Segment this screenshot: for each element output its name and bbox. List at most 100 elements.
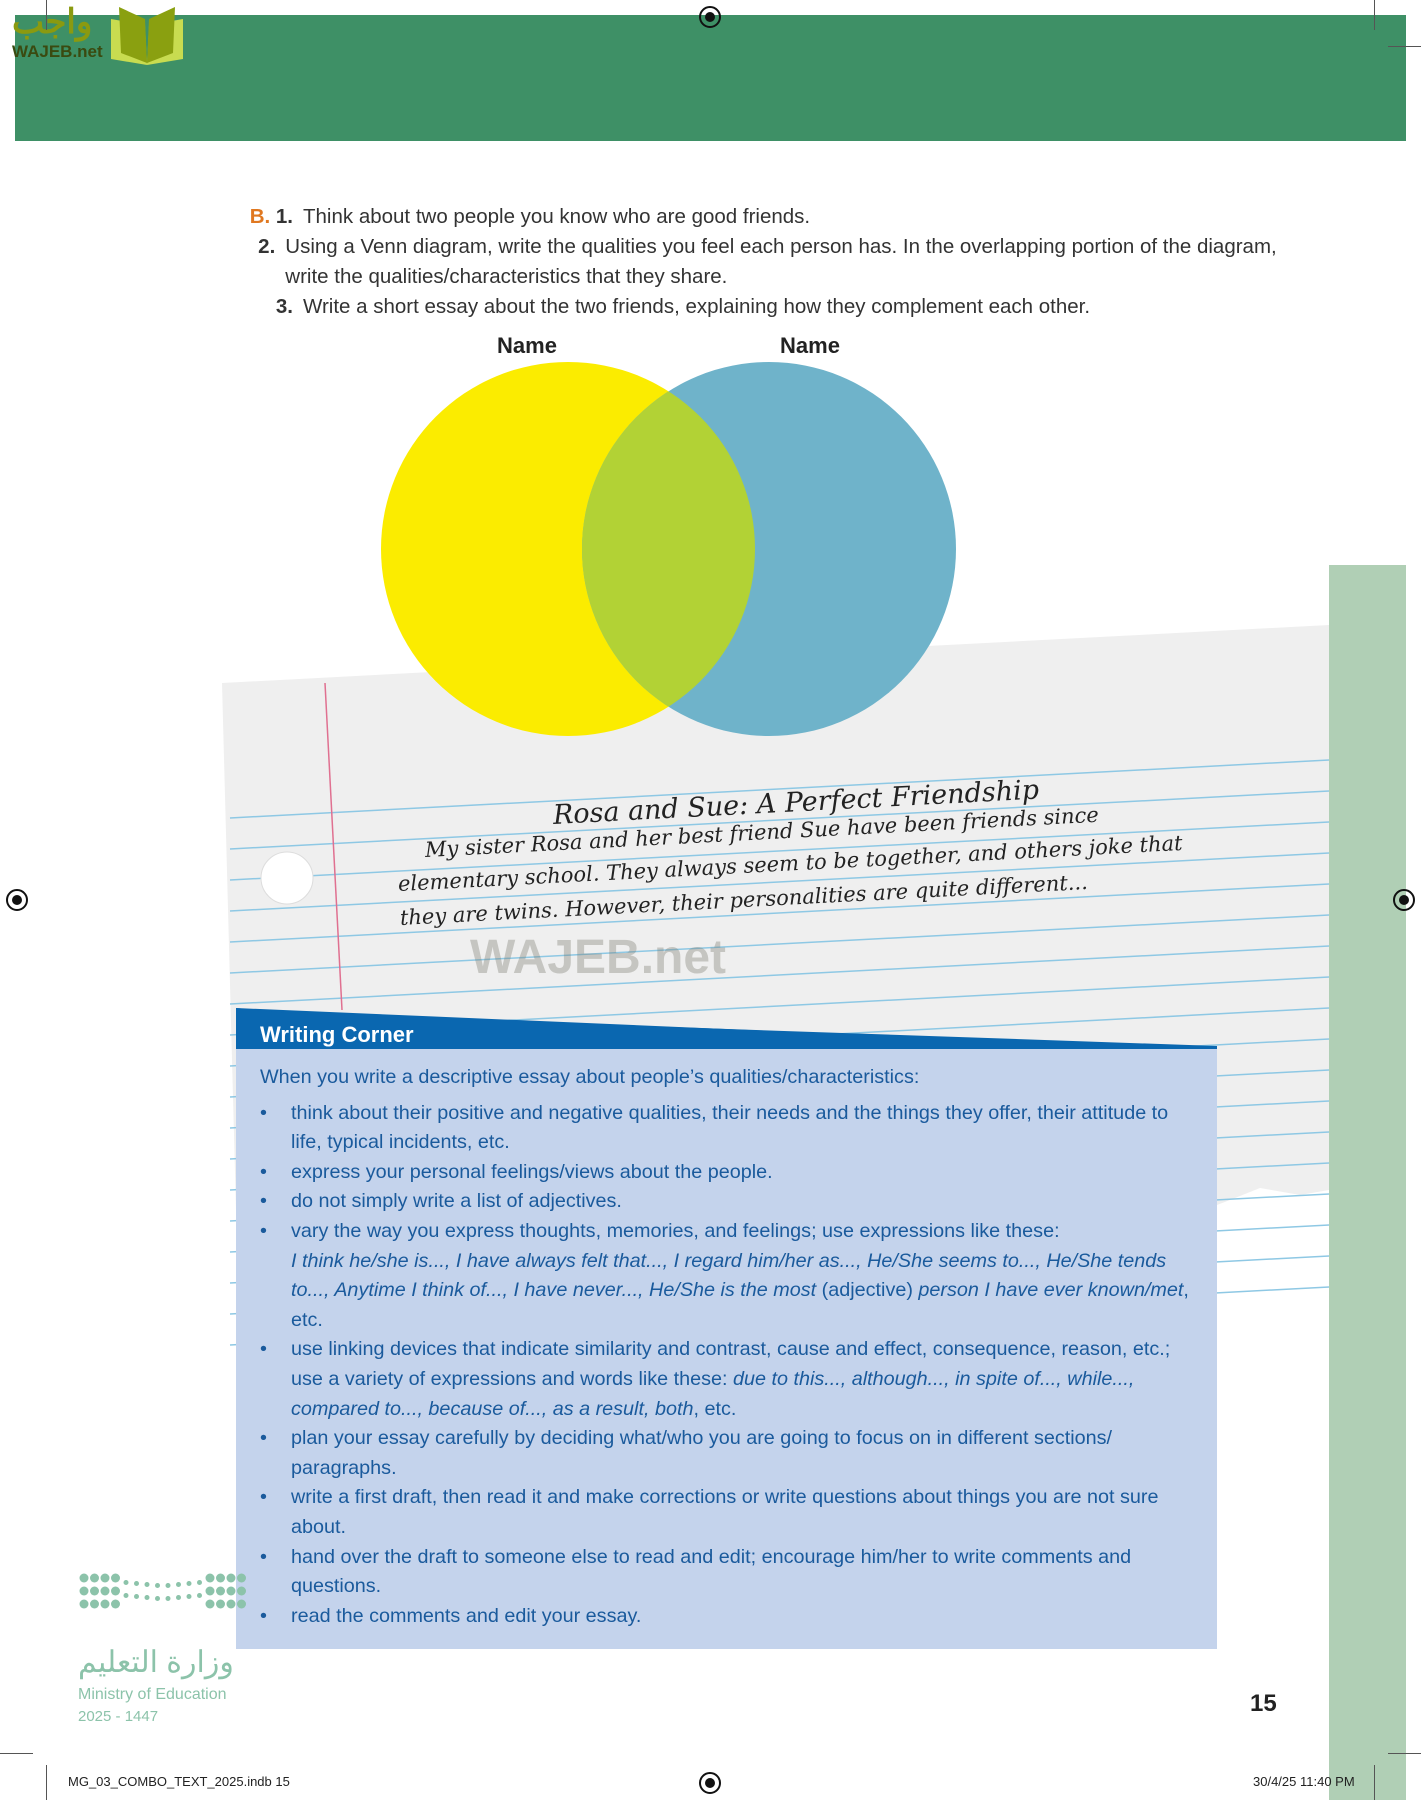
logo-dot bbox=[176, 1595, 181, 1600]
ministry-logo-icon bbox=[79, 1573, 246, 1609]
list-item: do not simply write a list of adjectives… bbox=[260, 1187, 1190, 1217]
crop-mark bbox=[1388, 1753, 1421, 1754]
list-item: read the comments and edit your essay. bbox=[260, 1602, 1190, 1632]
book-logo-icon bbox=[111, 7, 183, 65]
ministry-year: 2025 - 1447 bbox=[78, 1708, 159, 1725]
logo-dot bbox=[90, 1586, 99, 1596]
list-item: plan your essay carefully by deciding wh… bbox=[260, 1424, 1190, 1483]
list-item: vary the way you express thoughts, memor… bbox=[260, 1217, 1190, 1335]
logo-dot bbox=[123, 1593, 129, 1598]
expressions: I think he/she is..., I have always felt… bbox=[291, 1249, 1167, 1302]
list-item: think about their positive and negative … bbox=[260, 1099, 1190, 1158]
venn-left-label: Name bbox=[497, 333, 557, 358]
instructions: B. 1. Think about two people you know who… bbox=[235, 202, 1285, 322]
item-number: 3. bbox=[275, 295, 293, 318]
wajeb-logo-arabic: واجب bbox=[12, 3, 93, 41]
section-label: B. bbox=[249, 205, 271, 228]
list-item: write a first draft, then read it and ma… bbox=[260, 1483, 1190, 1542]
wajeb-logo-text: WAJEB.net bbox=[12, 42, 103, 61]
footer-date: 30/4/25 11:40 PM bbox=[1253, 1774, 1355, 1789]
logo-dot bbox=[237, 1573, 246, 1583]
list-item: hand over the draft to someone else to r… bbox=[260, 1543, 1190, 1602]
logo-dot bbox=[205, 1599, 215, 1609]
expressions-note: (adjective) bbox=[821, 1279, 913, 1302]
registration-mark-icon bbox=[6, 889, 28, 911]
list-item: express your personal feelings/views abo… bbox=[260, 1158, 1190, 1188]
ruled-line bbox=[229, 914, 1330, 974]
ruled-line bbox=[229, 821, 1330, 881]
logo-dot bbox=[111, 1599, 120, 1609]
logo-dot bbox=[134, 1581, 139, 1586]
logo-dot bbox=[100, 1586, 110, 1596]
logo-dot bbox=[205, 1573, 215, 1583]
writing-corner-title: Writing Corner bbox=[260, 1022, 414, 1047]
logo-dot bbox=[226, 1599, 236, 1609]
writing-corner-intro: When you write a descriptive essay about… bbox=[260, 1066, 920, 1088]
venn-overlap bbox=[582, 362, 755, 736]
ruled-line bbox=[229, 759, 1330, 819]
logo-dot bbox=[165, 1596, 171, 1601]
logo-dot bbox=[216, 1573, 225, 1583]
logo-dot bbox=[216, 1586, 225, 1596]
logo-dot bbox=[111, 1586, 120, 1596]
list-item-text: vary the way you express thoughts, memor… bbox=[291, 1219, 1060, 1242]
expressions: person I have ever known/met bbox=[918, 1279, 1184, 1302]
watermark-text: WAJEB.net bbox=[470, 931, 727, 984]
logo-dot bbox=[111, 1573, 120, 1583]
logo-dot bbox=[90, 1599, 99, 1609]
logo-dot bbox=[144, 1595, 150, 1600]
logo-dot bbox=[237, 1586, 246, 1596]
writing-corner-content: When you write a descriptive essay about… bbox=[260, 1063, 1190, 1631]
logo-dot bbox=[197, 1580, 202, 1585]
crop-mark bbox=[1374, 1765, 1375, 1800]
item-number: 1. bbox=[275, 205, 293, 228]
writing-corner-header bbox=[236, 1008, 1217, 1050]
logo-dot bbox=[226, 1573, 236, 1583]
ruled-line bbox=[229, 945, 1330, 1005]
logo-dot bbox=[144, 1582, 150, 1587]
registration-mark-icon bbox=[699, 6, 721, 28]
registration-mark-icon bbox=[1393, 889, 1415, 911]
side-strip bbox=[1329, 565, 1406, 1800]
logo-dot bbox=[90, 1573, 99, 1583]
logo-dot bbox=[79, 1586, 89, 1596]
ministry-arabic: وزارة التعليم bbox=[78, 1646, 234, 1679]
instruction-text: Using a Venn diagram, write the qualitie… bbox=[285, 235, 1277, 288]
logo-dot bbox=[155, 1583, 160, 1588]
logo-dot bbox=[226, 1586, 236, 1596]
logo-dot bbox=[134, 1594, 139, 1599]
crop-mark bbox=[0, 1753, 33, 1754]
header-band bbox=[15, 15, 1406, 141]
logo-dot bbox=[100, 1599, 110, 1609]
logo-dot bbox=[237, 1599, 246, 1609]
logo-dot bbox=[216, 1599, 225, 1609]
crop-mark bbox=[46, 0, 47, 30]
ruled-line bbox=[229, 883, 1330, 943]
item-number: 2. bbox=[258, 235, 276, 258]
ministry-english: Ministry of Education bbox=[78, 1686, 227, 1703]
expressions: due to this..., although..., in spite of… bbox=[291, 1367, 1135, 1420]
logo-dot bbox=[79, 1573, 89, 1583]
registration-mark-icon bbox=[699, 1772, 721, 1794]
logo-dot bbox=[165, 1583, 171, 1588]
logo-dot bbox=[155, 1596, 160, 1601]
logo-dot bbox=[186, 1581, 192, 1586]
ruled-line bbox=[229, 790, 1330, 850]
venn-diagram bbox=[381, 362, 956, 736]
list-item-text: use linking devices that indicate simila… bbox=[291, 1338, 1171, 1390]
logo-dot bbox=[176, 1582, 181, 1587]
expressions-tail: , etc. bbox=[291, 1279, 1189, 1331]
instruction-text: Think about two people you know who are … bbox=[303, 205, 811, 228]
logo-dot bbox=[197, 1593, 202, 1598]
logo-dot bbox=[186, 1594, 192, 1599]
logo-dot bbox=[100, 1573, 110, 1583]
crop-mark bbox=[46, 1765, 47, 1800]
logo-dot bbox=[205, 1586, 215, 1596]
list-item: use linking devices that indicate simila… bbox=[260, 1335, 1190, 1424]
page-number: 15 bbox=[1250, 1690, 1277, 1717]
logo-dot bbox=[79, 1599, 89, 1609]
venn-right-label: Name bbox=[780, 333, 840, 358]
logo-dot bbox=[123, 1580, 129, 1585]
expressions-tail: , etc. bbox=[693, 1397, 737, 1420]
